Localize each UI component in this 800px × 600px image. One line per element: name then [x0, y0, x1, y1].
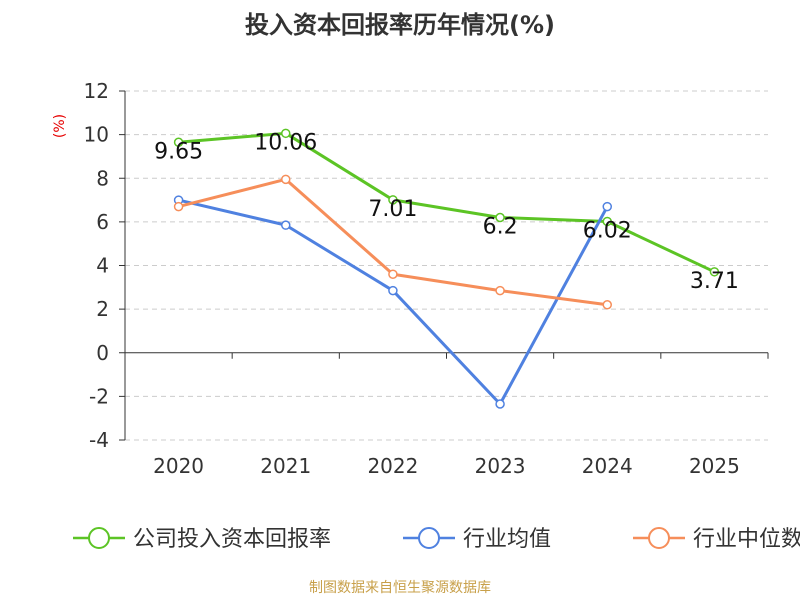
data-point	[602, 300, 612, 310]
data-point	[495, 399, 505, 409]
data-point	[281, 128, 291, 139]
y-tick-label: 10	[84, 123, 109, 147]
y-tick-label: 4	[96, 254, 109, 278]
data-point	[173, 201, 184, 212]
data-point	[602, 216, 612, 227]
data-label: 6.02	[583, 218, 632, 243]
x-tick-label: 2020	[153, 454, 204, 478]
series-line	[177, 198, 609, 406]
y-tick-label: -4	[89, 428, 109, 452]
data-point	[281, 220, 291, 230]
y-axis-label: (%)	[52, 114, 68, 138]
data-point	[709, 267, 720, 277]
legend-marker-icon	[88, 527, 110, 549]
data-point	[281, 174, 291, 185]
axes: -4 -2 0 2 4 6 8 10 12 2020 2021 2022 2023 2024 2025	[84, 79, 769, 478]
legend-label: 公司投入资本回报率	[133, 527, 331, 552]
legend-label: 行业均值	[463, 527, 551, 552]
y-tick-label: 2	[96, 297, 109, 321]
data-label: 9.65	[154, 139, 203, 164]
data-point	[173, 137, 184, 148]
data-labels: 9.65 10.06 7.01 6.2 6.02 3.71	[154, 130, 739, 294]
data-point	[388, 195, 398, 205]
data-label: 10.06	[254, 130, 317, 155]
data-point	[388, 269, 398, 279]
x-tick-label: 2025	[689, 454, 740, 478]
legend-item: 公司投入资本回报率	[73, 527, 331, 552]
legend-item: 行业均值	[403, 527, 551, 552]
data-point	[495, 285, 505, 296]
series-lines	[173, 128, 720, 409]
y-tick-label: -2	[89, 384, 109, 408]
legend: 公司投入资本回报率 行业均值 行业中位数	[73, 527, 800, 552]
data-point	[495, 212, 505, 223]
chart-title: 投入资本回报率历年情况(%)	[245, 11, 555, 39]
y-tick-label: 6	[96, 210, 109, 234]
x-tick-label: 2023	[475, 454, 526, 478]
data-label: 6.2	[483, 215, 518, 240]
x-tick-label: 2024	[582, 454, 633, 478]
data-point	[388, 285, 398, 296]
legend-marker-icon	[648, 527, 670, 549]
data-label: 3.71	[690, 269, 739, 294]
y-tick-label: 0	[96, 341, 109, 365]
legend-item: 行业中位数	[633, 527, 800, 552]
x-tick-label: 2022	[367, 454, 418, 478]
series-line	[177, 131, 716, 274]
legend-label: 行业中位数	[693, 527, 800, 552]
y-tick-label: 8	[96, 166, 109, 190]
data-point	[602, 201, 612, 212]
data-label: 7.01	[368, 197, 417, 222]
y-tick-label: 12	[84, 79, 109, 103]
source-note: 制图数据来自恒生聚源数据库	[309, 580, 491, 596]
legend-marker-icon	[418, 527, 440, 549]
gridlines	[125, 90, 768, 441]
x-tick-label: 2021	[260, 454, 311, 478]
